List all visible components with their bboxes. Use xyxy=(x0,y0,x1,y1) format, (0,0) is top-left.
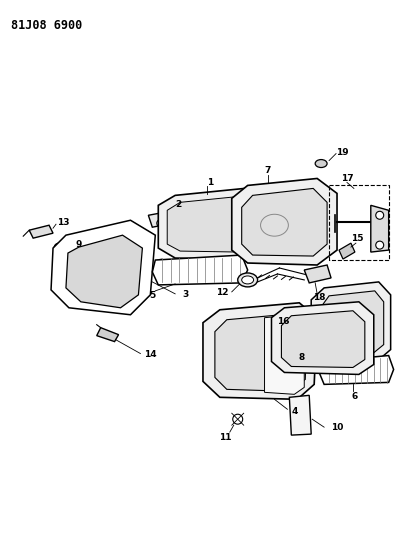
Ellipse shape xyxy=(242,276,254,284)
Polygon shape xyxy=(97,328,119,342)
Text: 18: 18 xyxy=(313,293,326,302)
Text: 12: 12 xyxy=(216,288,228,297)
Text: 4: 4 xyxy=(291,407,297,416)
Text: 7: 7 xyxy=(264,166,271,175)
Text: 5: 5 xyxy=(149,292,156,301)
Polygon shape xyxy=(248,255,317,265)
Polygon shape xyxy=(319,358,329,383)
Text: 14: 14 xyxy=(144,350,157,359)
Ellipse shape xyxy=(315,159,327,167)
Text: 9: 9 xyxy=(76,240,82,248)
Polygon shape xyxy=(289,395,311,435)
Ellipse shape xyxy=(233,414,243,424)
Polygon shape xyxy=(167,196,254,252)
Polygon shape xyxy=(51,288,81,308)
Text: 2: 2 xyxy=(175,200,181,209)
Ellipse shape xyxy=(157,220,164,227)
Text: 17: 17 xyxy=(341,174,353,183)
Polygon shape xyxy=(220,389,297,399)
Text: 16: 16 xyxy=(277,317,290,326)
Text: 6: 6 xyxy=(352,392,358,401)
Polygon shape xyxy=(215,314,307,391)
Polygon shape xyxy=(232,179,337,265)
Polygon shape xyxy=(321,291,384,353)
Polygon shape xyxy=(272,308,291,326)
Polygon shape xyxy=(232,185,252,207)
Polygon shape xyxy=(121,295,150,315)
Polygon shape xyxy=(53,235,79,253)
Text: 13: 13 xyxy=(57,218,69,227)
Polygon shape xyxy=(66,235,143,308)
Ellipse shape xyxy=(54,243,64,253)
Polygon shape xyxy=(324,352,377,361)
Polygon shape xyxy=(158,188,262,260)
Polygon shape xyxy=(304,265,331,283)
Text: 15: 15 xyxy=(351,233,363,243)
Polygon shape xyxy=(240,188,262,205)
Polygon shape xyxy=(387,356,393,382)
Polygon shape xyxy=(292,303,317,327)
Polygon shape xyxy=(272,302,374,375)
Polygon shape xyxy=(284,367,359,375)
Text: 11: 11 xyxy=(219,433,231,442)
Text: 81J08 6900: 81J08 6900 xyxy=(12,19,83,33)
Polygon shape xyxy=(203,303,317,399)
Polygon shape xyxy=(51,220,155,315)
Polygon shape xyxy=(311,282,391,361)
Polygon shape xyxy=(148,211,178,227)
Polygon shape xyxy=(319,356,393,384)
Polygon shape xyxy=(281,311,365,367)
Ellipse shape xyxy=(238,273,258,287)
Polygon shape xyxy=(152,258,162,282)
Polygon shape xyxy=(353,302,374,322)
Polygon shape xyxy=(152,255,248,285)
Text: 8: 8 xyxy=(298,353,304,362)
Polygon shape xyxy=(123,220,155,248)
Text: 1: 1 xyxy=(207,178,213,187)
Polygon shape xyxy=(375,282,391,302)
Ellipse shape xyxy=(376,211,384,219)
Polygon shape xyxy=(339,243,355,259)
Polygon shape xyxy=(264,315,304,394)
Polygon shape xyxy=(371,205,389,252)
Polygon shape xyxy=(242,188,327,256)
Polygon shape xyxy=(203,310,227,332)
Polygon shape xyxy=(311,288,329,307)
Polygon shape xyxy=(240,255,248,283)
Polygon shape xyxy=(29,225,53,238)
Polygon shape xyxy=(313,179,337,203)
Text: 10: 10 xyxy=(331,423,343,432)
Ellipse shape xyxy=(260,325,270,335)
Text: 3: 3 xyxy=(182,290,188,300)
Ellipse shape xyxy=(56,268,60,272)
Ellipse shape xyxy=(376,241,384,249)
Text: 19: 19 xyxy=(336,148,348,157)
